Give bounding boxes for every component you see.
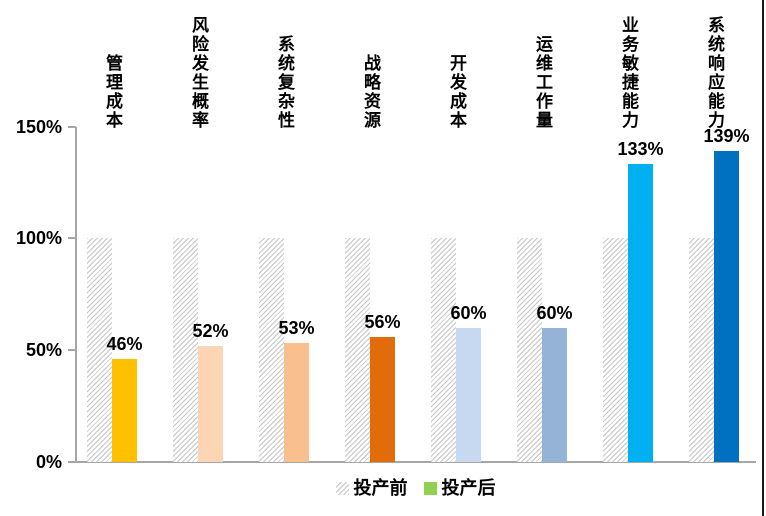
category-label-7: 系统响应能力 — [705, 16, 724, 130]
bar-after-1 — [198, 346, 223, 462]
y-tick-150 — [68, 126, 76, 128]
y-tick-100 — [68, 237, 76, 239]
category-label-3: 战略资源 — [361, 54, 380, 130]
data-label-0: 46% — [106, 334, 143, 354]
y-axis-line — [75, 127, 77, 463]
category-label-6: 业务敏捷能力 — [619, 16, 638, 130]
data-label-6: 133% — [617, 139, 664, 159]
y-tick-50 — [68, 349, 76, 351]
bar-before-1 — [173, 238, 198, 462]
bar-before-3 — [345, 238, 370, 462]
bar-before-4 — [431, 238, 456, 462]
category-label-4: 开发成本 — [447, 54, 466, 130]
bar-before-2 — [259, 238, 284, 462]
y-tick-label-100: 100% — [15, 228, 62, 248]
bar-after-0 — [112, 359, 137, 462]
legend-label-after: 投产后 — [441, 478, 496, 498]
legend-swatch-before-hatch — [335, 481, 349, 495]
y-tick-0 — [68, 461, 76, 463]
bar-before-7 — [689, 238, 714, 462]
category-label-5: 运维工作量 — [533, 35, 552, 130]
data-label-5: 60% — [536, 303, 573, 323]
y-tick-label-150: 150% — [15, 117, 62, 137]
chart-legend: 投产前 投产后 — [75, 477, 756, 499]
data-label-7: 139% — [703, 126, 750, 146]
data-label-3: 56% — [364, 312, 401, 332]
bar-after-6 — [628, 164, 653, 462]
bar-before-6 — [603, 238, 628, 462]
bar-before-0 — [87, 238, 112, 462]
category-label-0: 管理成本 — [103, 54, 122, 130]
legend-item-before: 投产前 — [335, 478, 408, 498]
data-label-4: 60% — [450, 303, 487, 323]
category-label-1: 风险发生概率 — [189, 16, 208, 130]
bar-after-4 — [456, 328, 481, 462]
bar-after-5 — [542, 328, 567, 462]
y-tick-label-50: 50% — [25, 340, 62, 360]
category-label-2: 系统复杂性 — [275, 35, 294, 130]
bar-after-7 — [714, 151, 739, 462]
y-tick-label-0: 0% — [35, 452, 62, 472]
page-right-border — [762, 0, 764, 516]
legend-label-before: 投产前 — [353, 478, 408, 498]
bar-after-3 — [370, 337, 395, 462]
bar-before-5 — [517, 238, 542, 462]
x-axis-line — [75, 461, 756, 463]
data-label-1: 52% — [192, 321, 229, 341]
legend-item-after: 投产后 — [423, 478, 496, 498]
bar-after-2 — [284, 343, 309, 462]
legend-swatch-after — [423, 481, 437, 495]
data-label-2: 53% — [278, 318, 315, 338]
